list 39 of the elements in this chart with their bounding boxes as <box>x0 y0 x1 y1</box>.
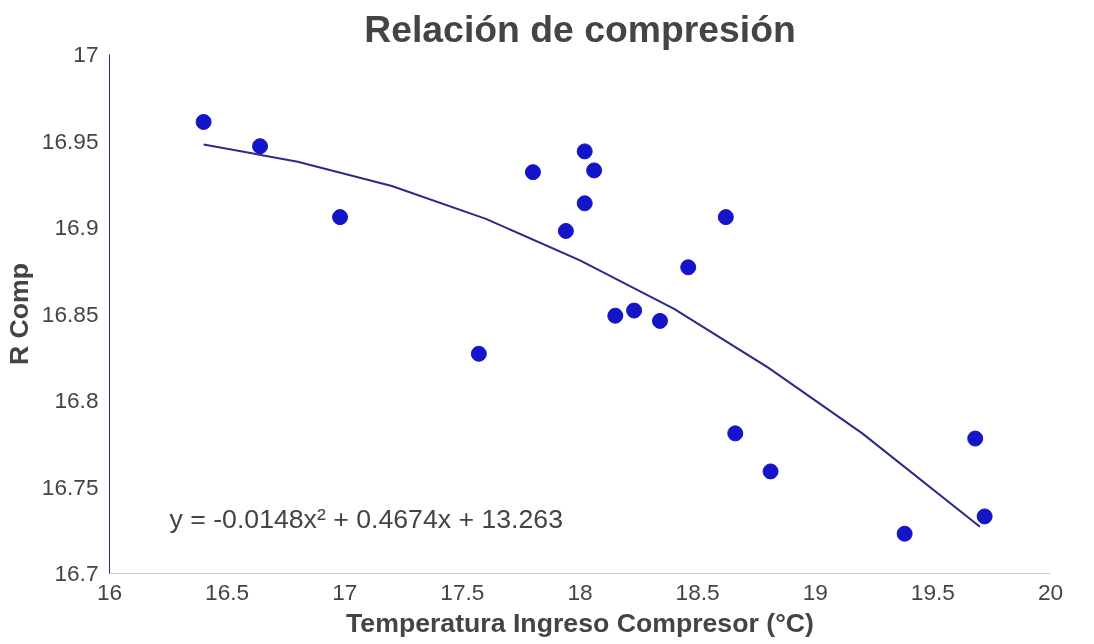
x-tick-label: 16.5 <box>205 578 250 605</box>
point <box>717 209 734 226</box>
point <box>557 222 574 239</box>
point <box>626 302 643 319</box>
point <box>524 164 541 181</box>
y-tick-label: 16.95 <box>41 127 99 154</box>
y-tick-label: 16.7 <box>54 560 99 586</box>
point <box>967 430 984 447</box>
point <box>607 307 624 324</box>
x-tick-label: 18 <box>567 578 593 605</box>
point <box>470 345 487 362</box>
point <box>762 463 779 480</box>
x-tick-label: 19.5 <box>910 578 955 605</box>
x-tick-label: 17.5 <box>440 578 485 605</box>
annotation: y = -0.0148x² + 0.4674x + 13.263 <box>169 503 563 534</box>
point <box>586 162 603 179</box>
y-tick-label: 16.9 <box>54 214 99 240</box>
x-tick-label: 16 <box>96 578 123 605</box>
x-tick-label: 19 <box>802 578 828 605</box>
point <box>576 143 593 160</box>
x-tick-label: 18.5 <box>675 578 720 605</box>
point <box>252 138 269 155</box>
point <box>727 425 744 442</box>
point <box>976 508 993 525</box>
y-axis-title: R Comp <box>3 262 34 366</box>
point <box>896 525 913 542</box>
point <box>680 259 697 276</box>
x-tick-label: 20 <box>1037 578 1064 605</box>
chart-title: Relación de compresión <box>364 7 796 50</box>
x-axis-title: Temperatura Ingreso Compresor (°C) <box>346 607 814 638</box>
y-tick-label: 17 <box>73 41 99 67</box>
y-tick-label: 16.8 <box>54 387 99 413</box>
point <box>332 209 349 226</box>
point <box>576 195 593 212</box>
x-tick-label: 17 <box>332 578 358 605</box>
y-tick-label: 16.85 <box>41 300 99 327</box>
point <box>195 113 212 130</box>
point <box>651 312 668 329</box>
y-tick-label: 16.75 <box>41 473 99 500</box>
